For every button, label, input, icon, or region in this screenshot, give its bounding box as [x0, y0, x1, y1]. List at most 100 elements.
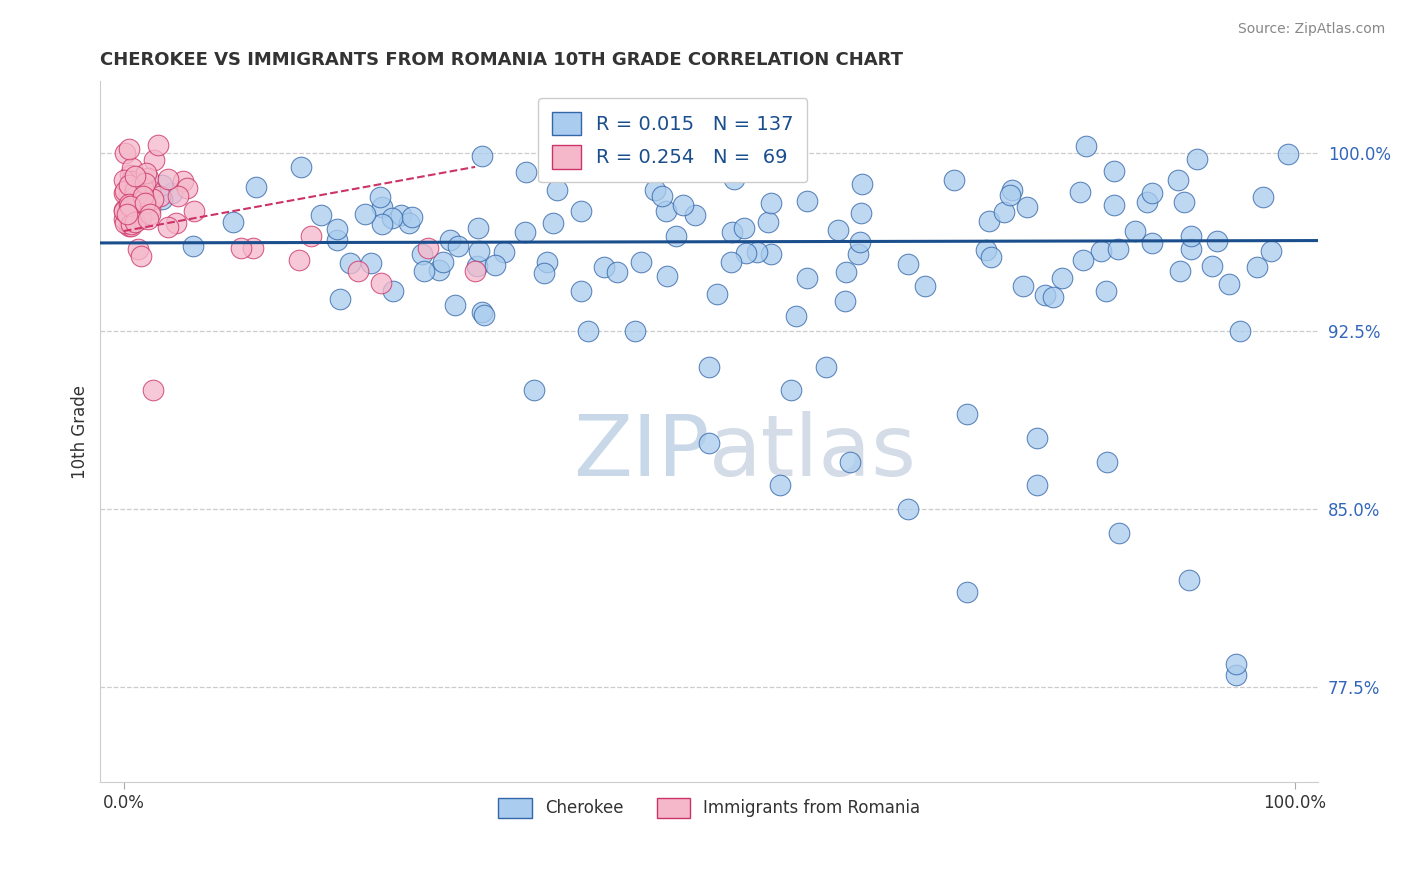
Point	[132, 206, 155, 220]
Point	[131, 181, 153, 195]
Point	[672, 198, 695, 212]
Point	[118, 196, 141, 211]
Point	[533, 266, 555, 280]
Point	[515, 165, 537, 179]
Point	[183, 238, 205, 252]
Point	[734, 245, 756, 260]
Point	[160, 186, 183, 201]
Point	[1225, 668, 1247, 682]
Point	[1011, 279, 1033, 293]
Point	[329, 292, 352, 306]
Point	[1107, 242, 1129, 256]
Text: ZIP: ZIP	[572, 411, 709, 494]
Point	[980, 250, 1002, 264]
Point	[136, 211, 159, 226]
Point	[977, 214, 1000, 228]
Point	[413, 264, 436, 278]
Point	[118, 187, 141, 202]
Text: CHEROKEE VS IMMIGRANTS FROM ROMANIA 10TH GRADE CORRELATION CHART: CHEROKEE VS IMMIGRANTS FROM ROMANIA 10TH…	[100, 51, 903, 69]
Point	[1201, 260, 1223, 274]
Point	[143, 153, 166, 168]
Point	[142, 192, 165, 206]
Point	[546, 184, 568, 198]
Point	[411, 247, 433, 261]
Point	[124, 215, 146, 229]
Point	[1178, 574, 1201, 588]
Point	[720, 255, 742, 269]
Point	[706, 286, 728, 301]
Point	[229, 241, 252, 255]
Point	[439, 234, 461, 248]
Point	[1168, 264, 1191, 278]
Point	[1218, 277, 1240, 291]
Point	[120, 217, 142, 231]
Point	[785, 309, 807, 323]
Point	[665, 229, 688, 244]
Point	[956, 407, 979, 421]
Point	[139, 182, 162, 196]
Point	[1069, 185, 1091, 199]
Point	[576, 324, 599, 338]
Point	[124, 169, 146, 183]
Point	[1074, 139, 1097, 153]
Point	[624, 324, 647, 338]
Point	[1102, 163, 1125, 178]
Point	[165, 216, 187, 230]
Point	[371, 200, 394, 214]
Point	[427, 263, 450, 277]
Point	[125, 187, 148, 202]
Point	[129, 212, 152, 227]
Point	[654, 204, 676, 219]
Point	[117, 201, 139, 215]
Point	[112, 212, 135, 227]
Point	[536, 255, 558, 269]
Point	[780, 384, 803, 398]
Point	[156, 220, 179, 235]
Point	[472, 308, 495, 322]
Point	[183, 203, 205, 218]
Point	[149, 189, 172, 203]
Point	[1136, 195, 1159, 210]
Point	[759, 196, 782, 211]
Point	[1167, 172, 1189, 186]
Point	[513, 225, 536, 239]
Point	[733, 221, 755, 235]
Point	[245, 180, 267, 194]
Point	[630, 255, 652, 269]
Point	[326, 234, 349, 248]
Point	[172, 173, 194, 187]
Point	[1277, 147, 1299, 161]
Point	[129, 211, 152, 226]
Point	[381, 284, 404, 298]
Point	[943, 172, 966, 186]
Point	[759, 246, 782, 260]
Point	[697, 435, 720, 450]
Point	[993, 205, 1015, 219]
Point	[827, 223, 849, 237]
Point	[118, 178, 141, 193]
Point	[1042, 290, 1064, 304]
Point	[723, 171, 745, 186]
Point	[121, 161, 143, 175]
Point	[745, 244, 768, 259]
Point	[176, 181, 198, 195]
Point	[121, 211, 143, 226]
Point	[1225, 657, 1247, 671]
Point	[398, 216, 420, 230]
Point	[139, 202, 162, 216]
Point	[156, 172, 179, 186]
Point	[127, 242, 149, 256]
Point	[644, 183, 666, 197]
Point	[1094, 285, 1116, 299]
Point	[697, 359, 720, 374]
Point	[132, 193, 155, 207]
Point	[1205, 235, 1227, 249]
Point	[360, 256, 382, 270]
Point	[222, 215, 245, 229]
Point	[1229, 324, 1251, 338]
Point	[299, 228, 322, 243]
Point	[325, 222, 347, 236]
Point	[467, 244, 489, 258]
Point	[135, 166, 157, 180]
Point	[370, 277, 392, 291]
